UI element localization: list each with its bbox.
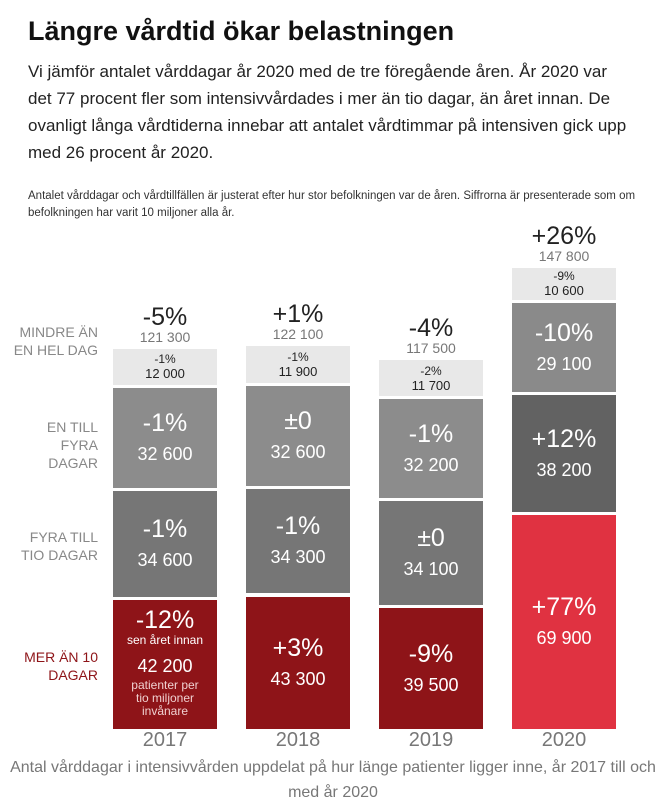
bar-segment: +3% 43 300 — [246, 596, 350, 729]
segment-value-label: 34 100 — [403, 558, 459, 579]
segment-change-label: ±0 — [284, 406, 312, 435]
category-label-one-to-four: EN TILL FYRA DAGAR — [46, 419, 98, 471]
segment-value-label: 69 900 — [536, 628, 592, 649]
total-value-label: 121 300 — [139, 328, 191, 345]
segment-value-label: 12 000 — [145, 366, 185, 382]
category-label-over-ten: MER ÄN 10 DAGAR — [24, 649, 98, 683]
total-value-label: 147 800 — [538, 247, 590, 264]
segment-change-label: -9% — [553, 269, 575, 284]
segment-value-label: 42 200 — [137, 655, 193, 676]
bar-segment: -9% 39 500 — [379, 608, 483, 729]
bar-segment: -1% 34 300 — [246, 488, 350, 594]
segment-value-label: 32 200 — [403, 454, 459, 475]
total-change-label: -5% — [142, 302, 188, 331]
total-change-label: +1% — [272, 300, 324, 329]
segment-change-label: -12% — [135, 605, 195, 634]
bar-segment: -2% 11 700 — [379, 360, 483, 397]
segment-change-label: -10% — [534, 318, 594, 347]
segment-value-label: 38 200 — [536, 459, 592, 480]
bar-segment: +77% 69 900 — [512, 515, 616, 729]
bar-segment: -1% 32 600 — [113, 388, 217, 488]
segment-change-label: +3% — [272, 633, 324, 662]
segment-change-label: +77% — [531, 593, 597, 622]
segment-change-label: -2% — [420, 363, 442, 378]
segment-value-label: 39 500 — [403, 674, 459, 695]
total-value-label: 117 500 — [406, 340, 456, 357]
segment-change-label: -1% — [154, 352, 176, 367]
total-change-label: +26% — [531, 221, 597, 250]
segment-value-label: 29 100 — [536, 353, 592, 374]
segment-change-label: -9% — [408, 639, 454, 668]
total-change-label: -4% — [408, 314, 454, 343]
year-tick-label: 2017 — [142, 729, 188, 751]
segment-change-label: -1% — [408, 419, 454, 448]
bar-segment: -1% 34 600 — [113, 490, 217, 597]
bar-segment: -1% 12 000 — [113, 348, 217, 386]
bar-segment: ±0 34 100 — [379, 500, 483, 606]
intro-text: Vi jämför antalet vårddagar år 2020 med … — [28, 62, 627, 162]
segment-change-label: ±0 — [417, 523, 445, 552]
bar-segment: +12% 38 200 — [512, 395, 616, 513]
bar-segment: ±0 32 600 — [246, 385, 350, 486]
bar-segment: -9% 10 600 — [512, 267, 616, 301]
segment-value-label: 34 300 — [270, 547, 326, 567]
bar-segment: -10% 29 100 — [512, 303, 616, 393]
bar-total: -4% 117 500 — [379, 315, 483, 356]
bar-segment: -1% 32 200 — [379, 399, 483, 498]
segment-value-label: 32 600 — [270, 441, 326, 462]
segment-change-label: -1% — [275, 512, 321, 540]
change-note: sen året innan — [126, 632, 204, 647]
bar-total: -5% 121 300 — [113, 304, 217, 345]
segment-change-label: +12% — [531, 424, 597, 453]
bar-total: +26% 147 800 — [512, 223, 616, 264]
segment-value-label: 11 900 — [278, 364, 318, 380]
segment-value-label: 11 700 — [411, 377, 451, 393]
total-value-label: 122 100 — [272, 326, 324, 343]
segment-value-label: 32 600 — [137, 444, 193, 465]
year-tick-label: 2018 — [275, 729, 321, 751]
segment-value-label: 43 300 — [270, 668, 326, 689]
year-tick-label: 2020 — [541, 729, 587, 751]
year-tick-label: 2019 — [408, 729, 454, 751]
page-title: Längre vårdtid ökar belastningen — [28, 16, 455, 46]
note-text: Antalet vårddagar och vårdtillfällen är … — [28, 190, 636, 219]
bar-segment: -12% sen året innan 42 200 patienter per ti… — [113, 599, 217, 729]
bar-segment: -1% 11 900 — [246, 346, 350, 383]
segment-value-label: 34 600 — [137, 549, 193, 570]
category-label-four-to-ten: FYRA TILL TIO DAGAR — [20, 529, 98, 563]
bar-total: +1% 122 100 — [246, 301, 350, 342]
value-note: patienter per tio miljoner invånare — [131, 677, 199, 718]
segment-change-label: -1% — [142, 514, 188, 543]
segment-change-label: -1% — [142, 409, 188, 438]
chart-caption: Antal vårddagar i intensivvården uppdela… — [10, 759, 656, 801]
category-label-short: MINDRE ÄN EN HEL DAG — [13, 324, 98, 358]
segment-value-label: 10 600 — [544, 283, 584, 299]
segment-change-label: -1% — [287, 350, 309, 365]
